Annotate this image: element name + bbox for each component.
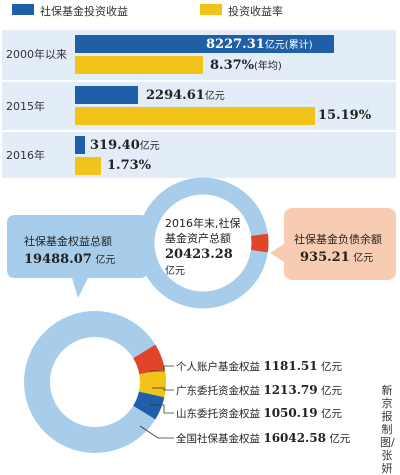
breakdown-label-shandong: 山东委托资金权益 1050.19 亿元 <box>176 406 342 421</box>
breakdown-name-guangdong: 广东委托资金权益 <box>176 385 260 397</box>
legend-swatch-rate <box>200 4 222 15</box>
bar-value-rate-2016: 1.73% <box>107 158 151 173</box>
leader-line-guangdong <box>152 387 174 391</box>
legend-label-income: 社保基金投资收益 <box>40 5 128 18</box>
liability-value: 935.21 <box>300 250 350 265</box>
bar-value-income-2000: 8227.31亿元(累计) <box>206 36 313 52</box>
liability-callout-box <box>284 208 396 280</box>
breakdown-label-personal: 个人账户基金权益 1181.51 亿元 <box>176 359 342 374</box>
leader-line-personal <box>150 365 174 372</box>
breakdown-name-national: 全国社保基金权益 <box>176 433 260 445</box>
income-unit-2015: 亿元 <box>204 91 225 102</box>
equity-slice-shandong <box>132 391 165 420</box>
bar-value-rate-2000: 8.37%(年均) <box>210 57 282 73</box>
liability-connector <box>270 244 284 262</box>
breakdown-value-shandong: 1050.19 <box>263 406 318 420</box>
breakdown-unit-shandong: 亿元 <box>320 408 342 420</box>
breakdown-unit-national: 亿元 <box>329 433 351 445</box>
bar-income-2016 <box>75 136 85 154</box>
equity-slice-guangdong <box>138 369 166 398</box>
breakdown-value-personal: 1181.51 <box>263 359 318 373</box>
assets-label-line1: 2016年末,社保 <box>165 217 241 230</box>
legend-swatch-income <box>12 4 34 15</box>
equity-value-line: 19488.07 亿元 <box>24 252 115 268</box>
leader-line-national <box>139 425 174 439</box>
income-value-2015: 2294.61 <box>146 88 205 103</box>
bar-income-2015 <box>75 86 138 104</box>
liability-unit: 亿元 <box>353 253 374 264</box>
assets-label-line2: 基金资产总额 <box>165 232 231 245</box>
row-label-2016: 2016年 <box>6 149 45 162</box>
assets-value-line: 20423.28 <box>165 247 233 262</box>
rate-value-2016: 1.73% <box>107 158 152 173</box>
rate-value-2000: 8.37% <box>210 58 255 73</box>
bar-value-income-2016: 319.40亿元 <box>90 137 160 153</box>
row-label-2000: 2000年以来 <box>6 48 67 61</box>
leader-line-shandong <box>150 404 174 414</box>
liability-value-line: 935.21 亿元 <box>300 250 373 266</box>
bar-value-income-2015: 2294.61亿元 <box>146 87 225 103</box>
bar-rate-2016 <box>75 157 101 175</box>
breakdown-unit-personal: 亿元 <box>320 361 342 373</box>
breakdown-value-guangdong: 1213.79 <box>263 383 318 397</box>
bar-rate-2000 <box>75 56 203 74</box>
income-unit-2016: 亿元 <box>139 141 160 152</box>
asset-breakdown-graphic <box>7 177 396 453</box>
rate-note-2000: (年均) <box>254 61 282 72</box>
breakdown-unit-guangdong: 亿元 <box>320 385 342 397</box>
legend-label-rate: 投资收益率 <box>228 5 283 18</box>
row-bg-2016 <box>2 132 396 178</box>
breakdown-value-national: 16042.58 <box>263 431 326 445</box>
equity-callout-box <box>7 215 148 298</box>
row-label-2015: 2015年 <box>6 100 45 113</box>
breakdown-label-national: 全国社保基金权益 16042.58 亿元 <box>176 431 350 446</box>
equity-donut-ring <box>24 311 166 453</box>
bar-income-2000 <box>75 35 334 53</box>
equity-label: 社保基金权益总额 <box>24 235 112 248</box>
equity-slice-personal <box>132 344 165 375</box>
income-value-2000: 8227.31 <box>206 37 265 52</box>
assets-donut-liability-slice <box>250 233 269 253</box>
breakdown-name-personal: 个人账户基金权益 <box>176 361 260 373</box>
equity-value: 19488.07 <box>24 252 92 267</box>
liability-label: 社保基金负债余额 <box>294 233 382 246</box>
assets-value: 20423.28 <box>165 247 233 262</box>
bar-value-rate-2015: 15.19% <box>318 108 371 123</box>
credit-text: 新京报制图/张妍 <box>380 384 395 475</box>
income-unit-2000: 亿元(累计) <box>264 40 313 51</box>
income-value-2016: 319.40 <box>90 138 140 153</box>
assets-unit: 亿元 <box>165 266 185 277</box>
rate-value-2015: 15.19% <box>318 108 372 123</box>
equity-unit: 亿元 <box>95 255 116 266</box>
breakdown-name-shandong: 山东委托资金权益 <box>176 408 260 420</box>
breakdown-label-guangdong: 广东委托资金权益 1213.79 亿元 <box>176 383 342 398</box>
bar-rate-2015 <box>75 107 315 125</box>
